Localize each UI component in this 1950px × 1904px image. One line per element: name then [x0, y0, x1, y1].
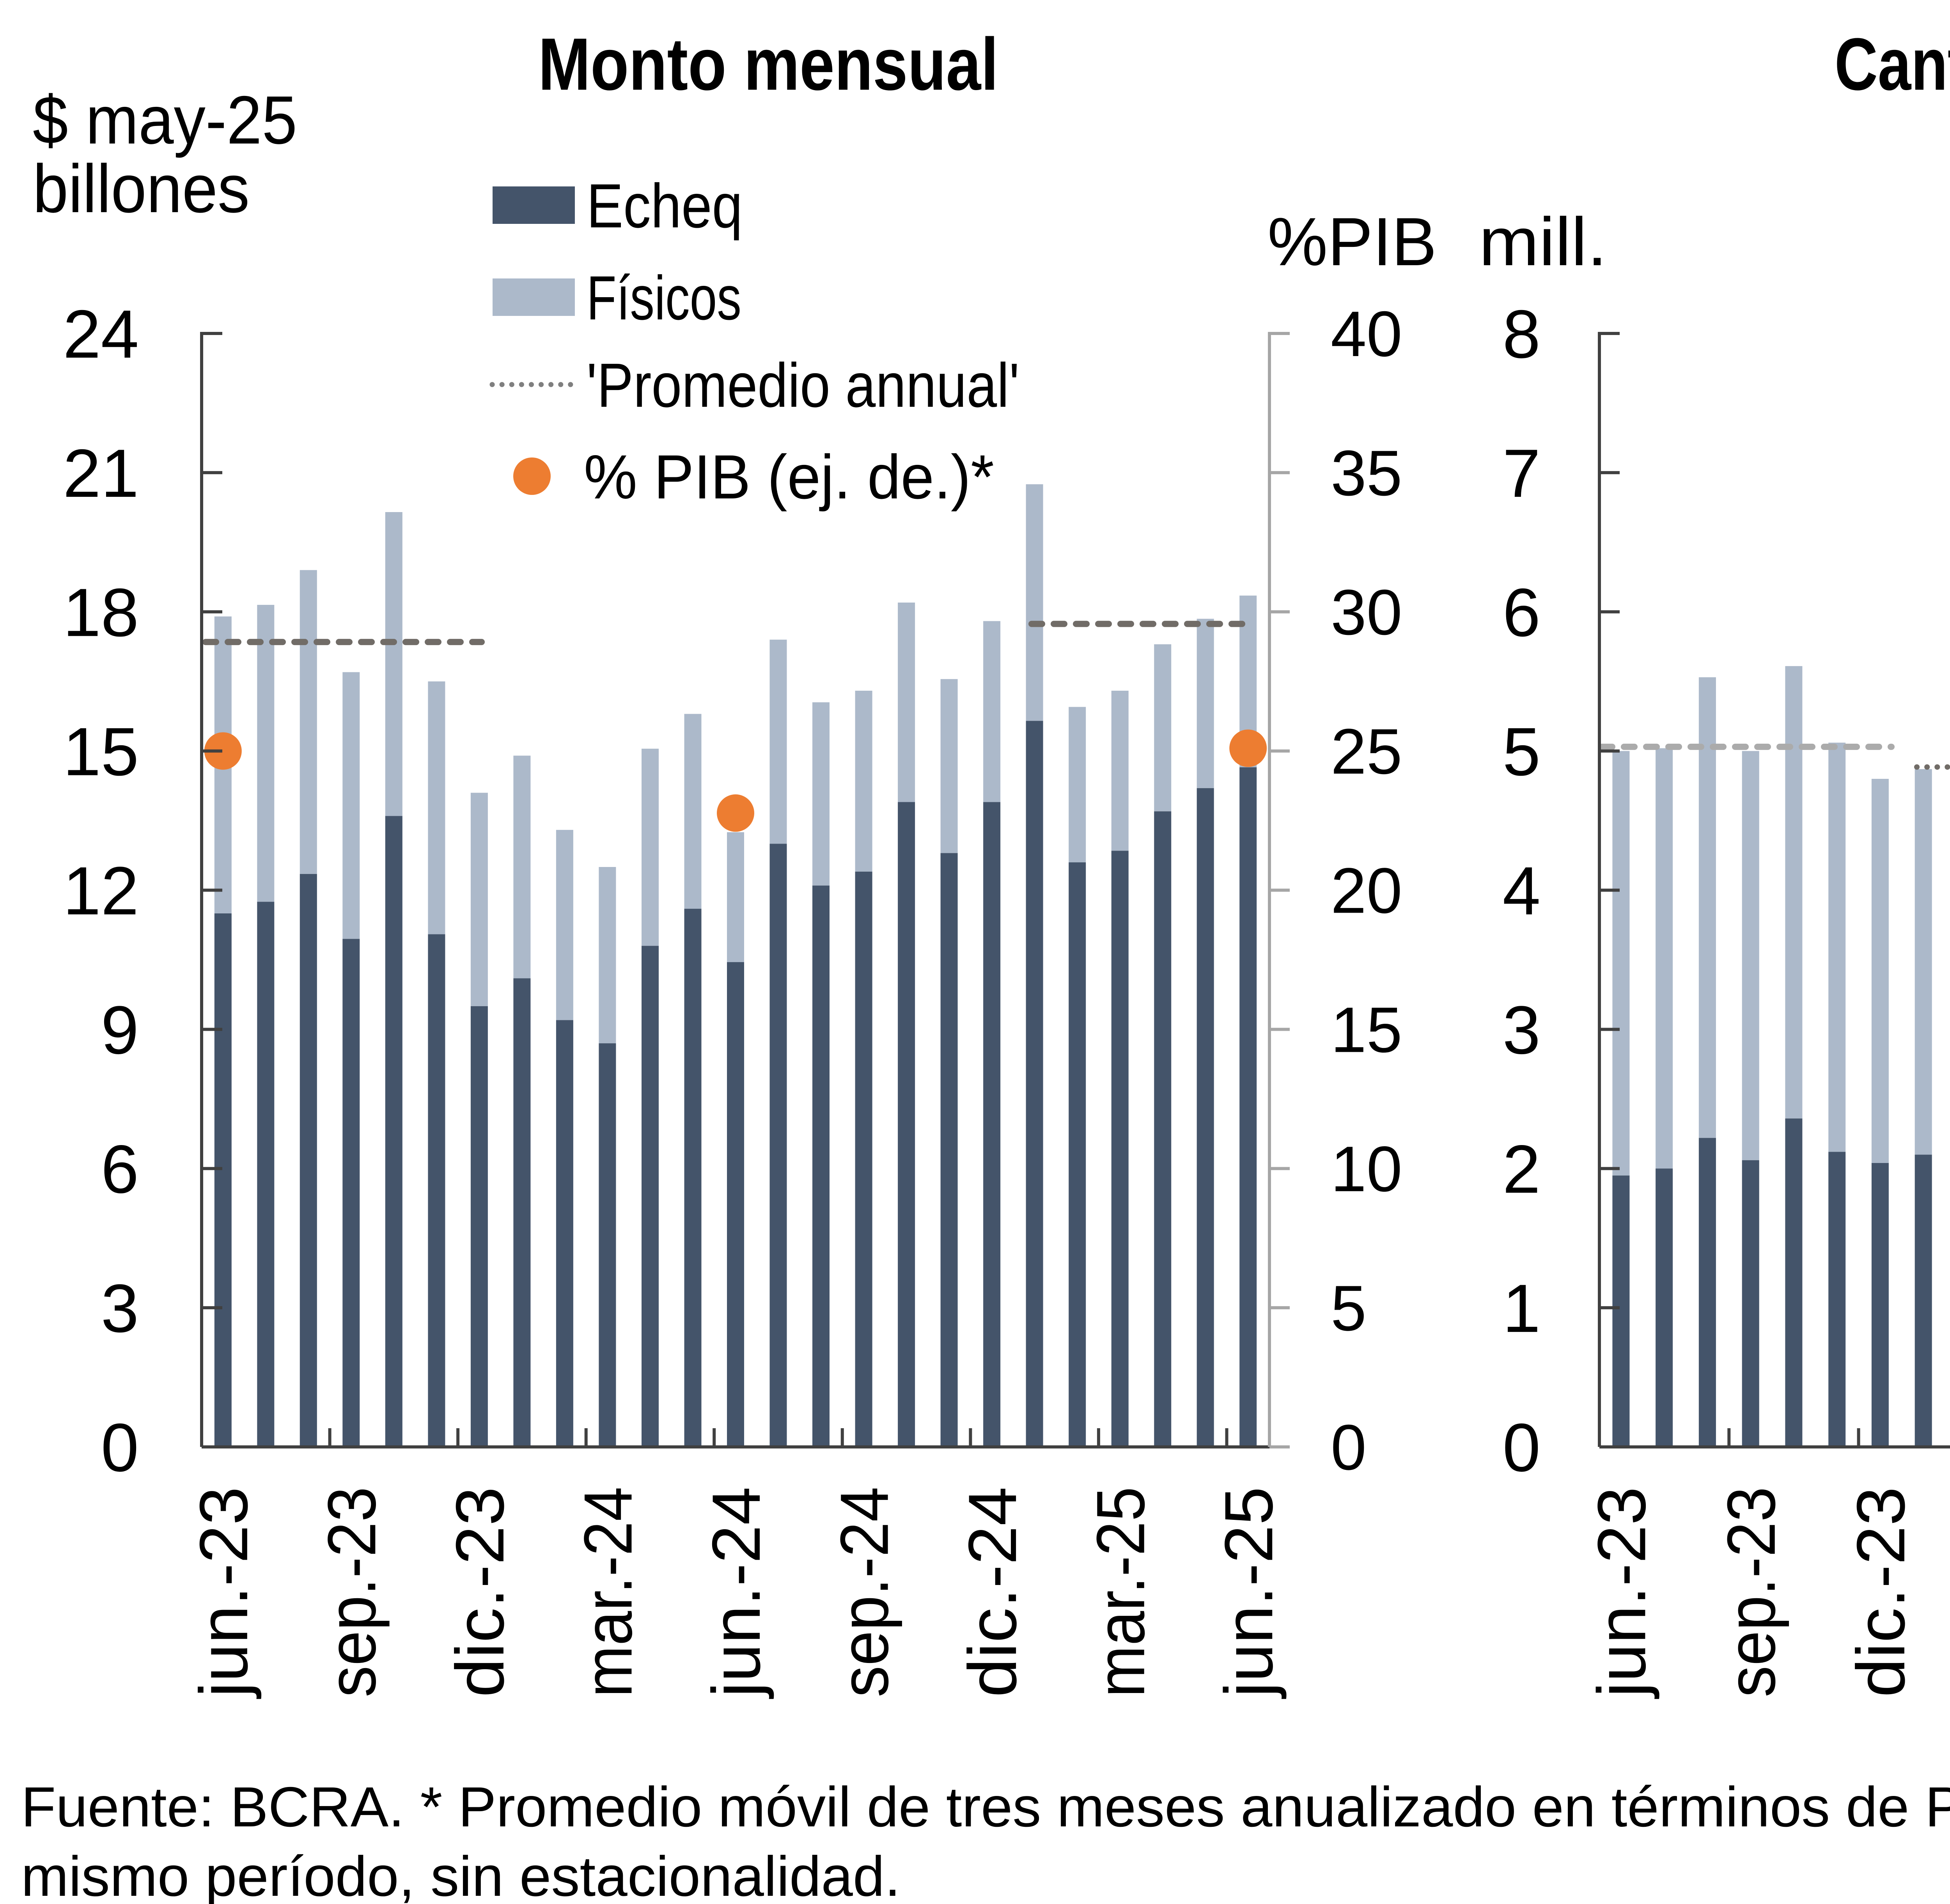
svg-text:18: 18	[63, 575, 139, 651]
svg-text:20: 20	[1331, 855, 1402, 927]
svg-text:6: 6	[101, 1131, 139, 1207]
svg-text:jun.-23: jun.-23	[1584, 1487, 1660, 1699]
svg-text:24: 24	[63, 296, 139, 372]
svg-text:Fuente: BCRA. * Promedio móvil: Fuente: BCRA. * Promedio móvil de tres m…	[21, 1775, 1950, 1838]
svg-text:8: 8	[1503, 296, 1540, 372]
svg-text:'Promedio annual': 'Promedio annual'	[587, 350, 1019, 420]
svg-text:jun.-23: jun.-23	[186, 1487, 262, 1699]
svg-text:mar.-25: mar.-25	[1083, 1487, 1159, 1697]
svg-text:sep.-24: sep.-24	[827, 1487, 903, 1697]
svg-text:dic.-23: dic.-23	[442, 1487, 518, 1697]
svg-text:9: 9	[101, 992, 139, 1068]
svg-text:1: 1	[1503, 1271, 1540, 1347]
svg-text:0: 0	[101, 1410, 139, 1486]
svg-text:35: 35	[1331, 437, 1402, 509]
svg-text:mill.: mill.	[1479, 204, 1607, 280]
svg-text:2: 2	[1503, 1131, 1540, 1207]
svg-text:sep.-23: sep.-23	[314, 1487, 390, 1697]
svg-text:dic.-23: dic.-23	[1843, 1487, 1919, 1697]
svg-text:mismo período, sin estacionali: mismo período, sin estacionalidad.	[21, 1845, 901, 1904]
svg-text:$ may-25: $ may-25	[33, 82, 297, 158]
svg-text:billones: billones	[33, 151, 250, 227]
svg-text:30: 30	[1331, 576, 1402, 648]
svg-text:21: 21	[63, 436, 139, 512]
svg-text:15: 15	[1331, 994, 1402, 1065]
svg-text:Echeq: Echeq	[587, 171, 743, 241]
svg-text:3: 3	[1503, 992, 1540, 1068]
svg-text:6: 6	[1503, 575, 1540, 651]
svg-text:5: 5	[1503, 714, 1540, 790]
svg-text:0: 0	[1503, 1410, 1540, 1486]
svg-text:% PIB (ej. de.)*: % PIB (ej. de.)*	[584, 442, 994, 512]
svg-text:15: 15	[63, 714, 139, 790]
svg-text:25: 25	[1331, 716, 1402, 787]
svg-text:jun.-25: jun.-25	[1211, 1487, 1287, 1699]
svg-text:Físicos: Físicos	[587, 263, 741, 333]
svg-text:12: 12	[63, 853, 139, 929]
svg-text:dic.-24: dic.-24	[955, 1487, 1031, 1697]
svg-text:sep.-23: sep.-23	[1714, 1487, 1790, 1697]
svg-text:Monto mensual: Monto mensual	[538, 23, 998, 106]
svg-text:3: 3	[101, 1271, 139, 1347]
svg-text:0: 0	[1331, 1411, 1367, 1483]
svg-text:mar.-24: mar.-24	[570, 1487, 646, 1697]
svg-text:Cantidad mensual: Cantidad mensual	[1835, 23, 1950, 106]
svg-text:5: 5	[1331, 1272, 1367, 1344]
svg-text:%PIB: %PIB	[1268, 204, 1437, 280]
svg-text:7: 7	[1503, 436, 1540, 512]
svg-text:jun.-24: jun.-24	[698, 1487, 775, 1699]
svg-text:40: 40	[1331, 298, 1402, 370]
svg-text:10: 10	[1331, 1133, 1402, 1205]
svg-text:4: 4	[1503, 853, 1540, 929]
